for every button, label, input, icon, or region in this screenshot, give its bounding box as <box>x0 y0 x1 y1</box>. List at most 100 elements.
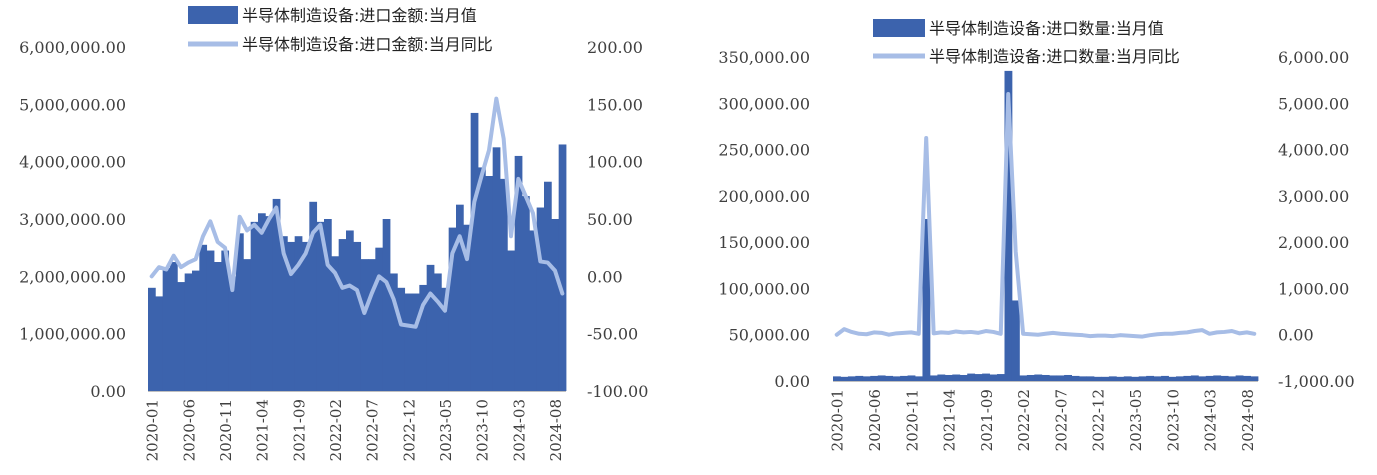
c1-bar <box>478 167 486 391</box>
c2-x-tick-label: 2023-10 <box>1164 389 1182 451</box>
c1-legend-label: 半导体制造设备:进口金额:当月值 <box>242 6 477 25</box>
c2-bar <box>1161 375 1169 381</box>
c1-bar <box>522 196 530 391</box>
c1-bar <box>265 216 274 391</box>
c1-bar <box>529 230 538 391</box>
c2-bar <box>915 376 923 381</box>
c2-legend-label: 半导体制造设备:进口数量:当月同比 <box>929 47 1180 66</box>
c2-bar <box>855 375 864 381</box>
c1-bar <box>184 273 193 391</box>
c2-bar <box>1056 375 1065 381</box>
c2-bar <box>1190 375 1199 381</box>
c1-left-tick-label: 3,000,000.00 <box>19 210 126 229</box>
c2-bar <box>982 373 990 381</box>
c1-bar <box>551 219 560 391</box>
c1-bar <box>507 250 516 391</box>
c1-bar <box>485 176 494 391</box>
c2-x-tick-label: 2021-09 <box>978 389 996 451</box>
c2-bar <box>833 376 841 381</box>
c2-bar <box>1026 374 1035 381</box>
c1-bar <box>470 112 479 392</box>
c1-bar <box>544 181 552 391</box>
c1-bar <box>375 247 384 391</box>
c1-bar <box>536 207 545 391</box>
c2-x-tick-label: 2020-11 <box>903 389 921 451</box>
c1-bar <box>162 267 171 391</box>
c1-bar <box>316 221 325 391</box>
c2-bar <box>1183 375 1192 381</box>
c2-bar <box>1079 376 1087 381</box>
c2-bar <box>1213 375 1222 381</box>
c1-x-tick-label: 2020-01 <box>144 399 162 461</box>
c1-bar <box>170 262 178 391</box>
c2-right-tick-label: 3,000.00 <box>1278 187 1349 206</box>
c2-bar <box>870 375 879 381</box>
c1-bar <box>346 230 354 391</box>
c1-bar <box>294 236 303 391</box>
c2-bar <box>974 374 983 381</box>
c1-bar <box>463 224 472 391</box>
c2-x-tick-label: 2023-05 <box>1127 389 1145 451</box>
c2-left-tick-label: 150,000.00 <box>718 233 810 252</box>
c1-x-tick-label: 2020-11 <box>217 399 235 461</box>
c1-x-tick-label: 2024-03 <box>510 399 528 461</box>
c2-bar <box>1138 376 1147 381</box>
c1-x-tick-label: 2020-06 <box>180 399 198 461</box>
c2-x-tick-label: 2024-08 <box>1239 389 1257 451</box>
c2-left-tick-label: 50,000.00 <box>729 326 810 345</box>
c1-bar <box>331 256 340 391</box>
c1-legend-swatch-bar <box>188 6 238 24</box>
c2-bar <box>1205 375 1214 381</box>
c2-left-tick-label: 0.00 <box>774 372 810 391</box>
c1-x-tick-label: 2022-07 <box>364 399 382 461</box>
c2-bar <box>959 374 968 381</box>
c1-bar <box>324 219 332 391</box>
c2-bar <box>1243 375 1251 381</box>
c1-bar <box>272 198 281 391</box>
c1-right-tick-label: 0.00 <box>587 267 623 286</box>
c2-right-tick-label: 0.00 <box>1278 326 1314 345</box>
c1-left-tick-label: 0.00 <box>90 382 126 401</box>
c2-bar <box>1108 376 1117 381</box>
c1-bar <box>412 293 420 391</box>
c1-bar <box>214 262 222 391</box>
c2-right-tick-label: 5,000.00 <box>1278 94 1349 113</box>
c1-right-tick-label: 200.00 <box>587 38 643 57</box>
c2-left-tick-label: 100,000.00 <box>718 279 810 298</box>
c1-x-tick-label: 2021-04 <box>254 399 272 461</box>
c2-bar <box>929 375 938 381</box>
c2-bar <box>1153 376 1162 381</box>
c2-left-tick-label: 350,000.00 <box>718 48 810 67</box>
c2-right-tick-label: 6,000.00 <box>1278 48 1349 67</box>
c1-bar <box>390 273 398 391</box>
c1-bar <box>155 296 164 391</box>
c1-left-tick-label: 2,000,000.00 <box>19 267 126 286</box>
c1-bar <box>177 282 186 391</box>
c1-x-tick-label: 2021-09 <box>290 399 308 461</box>
c1-x-tick-label: 2023-10 <box>474 399 492 461</box>
c2-bar <box>840 376 849 381</box>
c1-bar <box>250 221 259 391</box>
c2-x-tick-label: 2024-03 <box>1202 389 1220 451</box>
c2-line-series <box>834 92 1257 339</box>
c2-x-tick-label: 2021-04 <box>941 389 959 451</box>
c1-right-tick-label: 100.00 <box>587 153 643 172</box>
c2-bar <box>1049 375 1058 381</box>
c1-bar <box>558 144 567 391</box>
c1-bar <box>360 259 369 391</box>
c2-x-tick-label: 2022-12 <box>1090 389 1108 451</box>
c1-bar <box>302 241 310 391</box>
c2-x-tick-label: 2020-01 <box>829 389 847 451</box>
c2-bar <box>907 375 916 381</box>
c1-bar <box>492 147 501 391</box>
c1-bar <box>456 204 464 391</box>
c1-left-tick-label: 6,000,000.00 <box>19 38 126 57</box>
c1-bar <box>404 293 413 391</box>
c2-left-tick-label: 200,000.00 <box>718 187 810 206</box>
c2-bar <box>937 374 946 381</box>
c1-bar <box>397 287 406 391</box>
c2-bar <box>847 376 856 381</box>
c1-right-tick-label: -50.00 <box>587 325 638 344</box>
